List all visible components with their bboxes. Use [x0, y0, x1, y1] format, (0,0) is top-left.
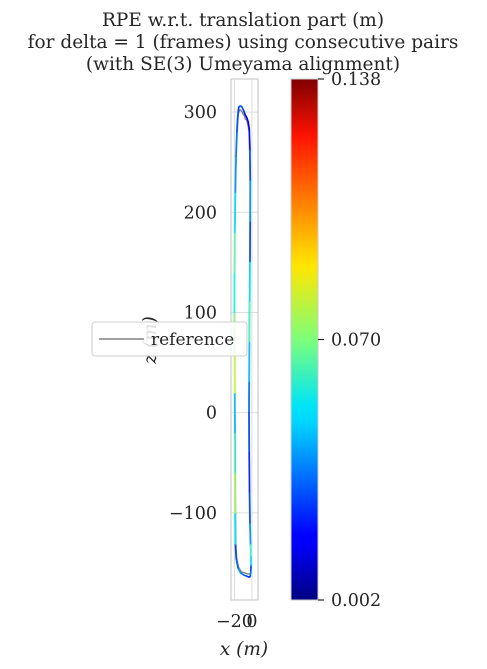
- title-line-2: for delta = 1 (frames) using consecutive…: [28, 32, 459, 53]
- series-segment-estimate: [235, 130, 238, 157]
- trajectory: [233, 105, 253, 578]
- chart-title: RPE w.r.t. translation part (m) for delt…: [28, 10, 459, 75]
- x-tick-label: −20: [216, 612, 253, 632]
- title-line-1: RPE w.r.t. translation part (m): [102, 10, 384, 31]
- x-axis-label: x (m): [220, 639, 268, 660]
- series-segment-estimate: [235, 558, 239, 569]
- series-segment-estimate: [233, 191, 237, 234]
- series-segment-estimate: [248, 128, 251, 151]
- series-segment-estimate: [249, 523, 252, 546]
- series-segment-estimate: [247, 121, 251, 130]
- y-tick-label: 0: [206, 404, 217, 424]
- colorbar: 0.138 0.070 0.002: [290, 70, 381, 611]
- colorbar-tick-label: 0.070: [331, 331, 381, 351]
- series-segment-estimate: [236, 115, 239, 132]
- y-tick-label: 100: [184, 303, 217, 323]
- series-segment-estimate: [234, 543, 238, 560]
- colorbar-tick-label: 0.002: [331, 591, 381, 611]
- legend-label-reference: reference: [151, 330, 234, 350]
- y-tick-label: −100: [169, 504, 217, 524]
- legend-box: [91, 321, 248, 357]
- series-segment-estimate: [234, 155, 237, 194]
- series-segment-estimate: [236, 109, 240, 117]
- x-tick-label: 0: [246, 612, 257, 632]
- series-segment-estimate: [237, 567, 242, 574]
- colorbar-tick-label: 0.138: [331, 70, 381, 90]
- title-line-3: (with SE(3) Umeyama alignment): [86, 54, 400, 75]
- colorbar-gradient: [290, 78, 319, 601]
- x-tick-labels: −200: [216, 612, 257, 632]
- colorbar-ticks: 0.138 0.070 0.002: [318, 70, 381, 611]
- legend: reference: [91, 321, 248, 357]
- y-tick-labels: 300 200 100 0 −100: [169, 103, 217, 524]
- y-tick-label: 300: [184, 103, 217, 123]
- y-tick-label: 200: [184, 203, 217, 223]
